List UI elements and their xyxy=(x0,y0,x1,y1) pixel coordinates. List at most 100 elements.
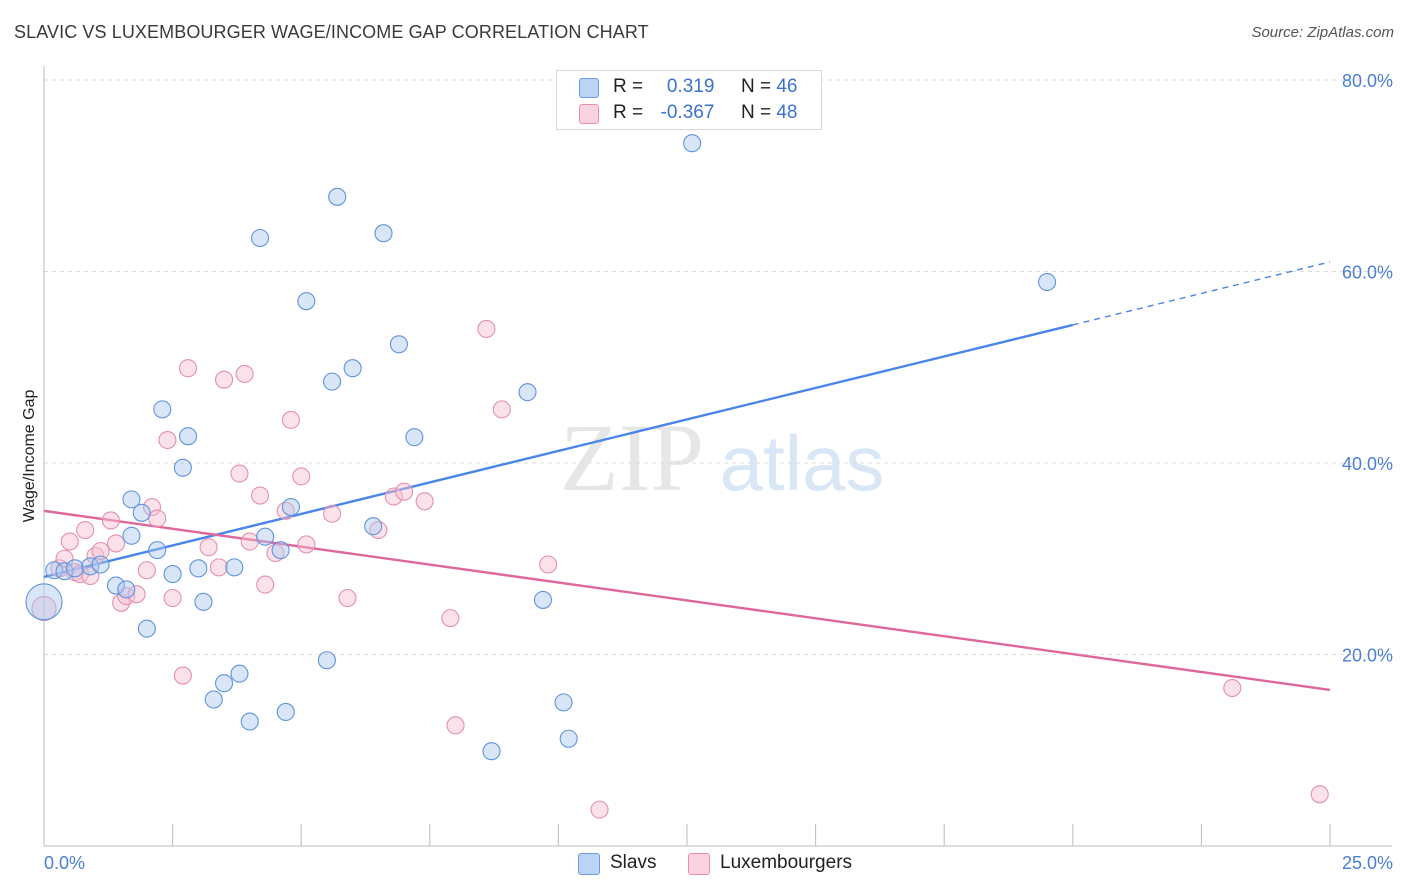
legend-r-label: R = xyxy=(613,102,644,123)
y-tick-label: 60.0% xyxy=(1342,263,1393,283)
trendline-slavs-extension xyxy=(1072,261,1331,326)
data-point-luxembourgers xyxy=(127,585,146,604)
legend-swatch-luxembourgers xyxy=(688,853,710,875)
data-point-luxembourgers xyxy=(31,595,57,622)
data-point-slavs xyxy=(163,565,182,584)
data-point-luxembourgers xyxy=(106,534,126,553)
data-point-slavs xyxy=(518,383,537,402)
legend-label-luxembourgers: Luxembourgers xyxy=(720,852,853,873)
data-point-luxembourgers xyxy=(539,555,558,574)
data-point-luxembourgers xyxy=(590,800,609,819)
y-tick-labels: 20.0% 40.0% 60.0% 80.0% xyxy=(1342,71,1393,666)
data-point-luxembourgers xyxy=(338,588,357,608)
data-point-slavs xyxy=(230,664,249,683)
y-tick-label: 20.0% xyxy=(1342,646,1393,666)
legend-r-label: R = xyxy=(613,76,644,97)
data-point-slavs xyxy=(65,559,84,578)
data-point-luxembourgers xyxy=(81,566,100,586)
data-point-slavs xyxy=(364,517,383,536)
watermark-atlas: atlas xyxy=(720,419,885,507)
data-point-luxembourgers xyxy=(446,716,465,735)
legend-r-value: -0.367 xyxy=(660,102,715,123)
series-slavs xyxy=(25,134,1057,761)
data-point-luxembourgers xyxy=(415,492,434,511)
data-point-luxembourgers xyxy=(235,364,254,384)
data-point-slavs xyxy=(276,702,295,722)
legend-r-value: 0.319 xyxy=(666,76,715,97)
data-point-slavs xyxy=(122,526,141,545)
data-point-slavs xyxy=(25,583,63,621)
data-point-luxembourgers xyxy=(86,546,105,565)
data-point-luxembourgers xyxy=(240,532,259,551)
data-point-slavs xyxy=(1038,272,1057,292)
data-point-luxembourgers xyxy=(395,482,414,501)
x-tick-labels: 0.0% 25.0% xyxy=(44,853,1393,873)
data-point-slavs xyxy=(533,590,553,609)
data-point-luxembourgers xyxy=(477,319,496,339)
chart-title: SLAVIC VS LUXEMBOURGER WAGE/INCOME GAP C… xyxy=(14,22,649,42)
data-point-luxembourgers xyxy=(209,558,228,577)
data-point-slavs xyxy=(91,555,110,574)
data-point-luxembourgers xyxy=(1310,785,1329,804)
data-point-slavs xyxy=(281,497,300,517)
data-point-slavs xyxy=(683,134,702,153)
data-point-luxembourgers xyxy=(492,400,511,419)
data-point-luxembourgers xyxy=(163,588,182,608)
data-point-luxembourgers xyxy=(297,535,316,554)
data-point-slavs xyxy=(343,359,362,378)
data-point-slavs xyxy=(173,458,192,477)
legend-label-slavs: Slavs xyxy=(610,852,657,873)
watermark: ZIP atlas xyxy=(560,404,884,511)
data-point-luxembourgers xyxy=(214,370,234,389)
data-point-luxembourgers xyxy=(292,467,311,486)
legend-swatch-slavs xyxy=(579,78,599,98)
data-point-slavs xyxy=(153,400,172,419)
data-point-slavs xyxy=(117,580,136,599)
data-point-slavs xyxy=(271,541,290,560)
trendline-luxembourgers xyxy=(43,509,1331,692)
data-point-slavs xyxy=(250,228,270,248)
data-point-slavs xyxy=(189,559,208,578)
data-point-slavs xyxy=(554,693,573,712)
data-point-slavs xyxy=(374,224,393,243)
data-point-slavs xyxy=(317,651,336,670)
legend-swatch-slavs xyxy=(578,853,600,875)
y-tick-label: 40.0% xyxy=(1342,454,1393,474)
data-point-luxembourgers xyxy=(199,538,218,557)
data-point-slavs xyxy=(122,490,141,509)
data-point-luxembourgers xyxy=(158,430,177,450)
data-point-slavs xyxy=(106,576,126,595)
data-point-luxembourgers xyxy=(230,464,249,483)
data-point-slavs xyxy=(405,428,424,447)
data-point-luxembourgers xyxy=(441,609,460,628)
data-point-slavs xyxy=(194,592,213,611)
legend-swatch-luxembourgers xyxy=(579,104,599,124)
data-point-luxembourgers xyxy=(1223,678,1242,698)
data-point-slavs xyxy=(256,527,275,546)
legend-n-label: N = xyxy=(740,102,772,123)
data-point-slavs xyxy=(559,729,578,748)
data-point-luxembourgers xyxy=(142,497,162,517)
data-point-slavs xyxy=(389,335,408,354)
data-point-slavs xyxy=(328,187,347,206)
data-point-luxembourgers xyxy=(266,543,285,563)
series-luxembourgers xyxy=(31,319,1329,819)
data-point-slavs xyxy=(214,674,234,693)
data-point-luxembourgers xyxy=(101,511,120,530)
data-point-slavs xyxy=(240,712,259,731)
legend-n-label: N = xyxy=(740,76,772,97)
data-point-luxembourgers xyxy=(281,410,300,429)
data-point-luxembourgers xyxy=(60,532,79,551)
data-point-slavs xyxy=(323,372,342,391)
chart-source: Source: ZipAtlas.com xyxy=(1251,24,1394,41)
data-point-luxembourgers xyxy=(173,666,192,685)
data-point-slavs xyxy=(297,292,316,311)
data-point-luxembourgers xyxy=(76,520,95,540)
data-point-luxembourgers xyxy=(250,486,270,505)
data-point-luxembourgers xyxy=(137,561,156,580)
data-point-slavs xyxy=(148,541,167,560)
data-point-slavs xyxy=(204,690,223,709)
correlation-legend: R = 0.319 N = 46 R = -0.367 N = 48 xyxy=(556,70,822,130)
data-point-luxembourgers xyxy=(178,359,198,378)
